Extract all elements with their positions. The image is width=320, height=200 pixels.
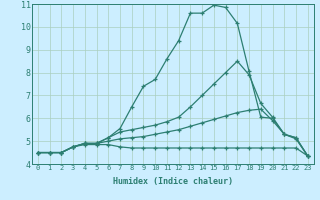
X-axis label: Humidex (Indice chaleur): Humidex (Indice chaleur): [113, 177, 233, 186]
